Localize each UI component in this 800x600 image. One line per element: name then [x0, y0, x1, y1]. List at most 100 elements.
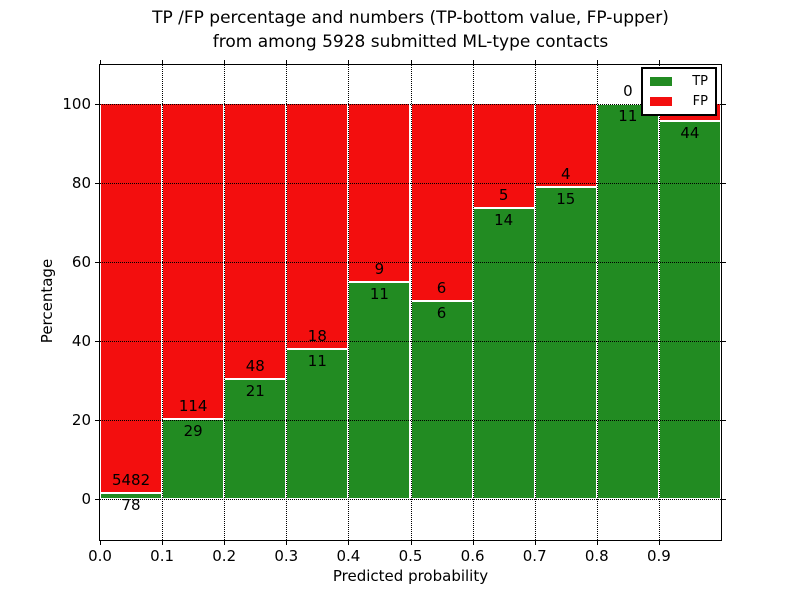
y-tick: [95, 419, 100, 421]
x-tick: [472, 540, 474, 545]
x-tick-label: 0.3: [274, 547, 299, 565]
fp-bar-segment: [410, 103, 473, 302]
x-tick: [596, 540, 598, 545]
x-tick-label: 0.0: [88, 547, 112, 565]
x-tick-top: [472, 60, 474, 65]
vertical-gridline: [162, 65, 164, 540]
y-tick-right: [721, 182, 726, 184]
y-tick-right: [721, 261, 726, 263]
tp-bar-segment: [100, 493, 163, 499]
tp-count-label: 21: [245, 381, 265, 400]
x-tick-top: [286, 60, 288, 65]
vertical-gridline: [224, 65, 226, 540]
tp-count-label: 44: [680, 123, 700, 142]
fp-count-label: 114: [178, 396, 208, 415]
x-tick-top: [596, 60, 598, 65]
x-tick: [224, 540, 226, 545]
tp-count-label: 15: [556, 189, 576, 208]
y-tick: [95, 103, 100, 105]
x-tick-top: [162, 60, 164, 65]
x-tick-top: [410, 60, 412, 65]
tp-count-label: 11: [618, 106, 638, 125]
fp-count-label: 6: [436, 279, 447, 298]
legend-item-tp: TP: [650, 75, 708, 88]
chart-title-line1: TP /FP percentage and numbers (TP-bottom…: [152, 8, 669, 28]
y-tick: [95, 261, 100, 263]
tp-bar-segment: [658, 120, 721, 499]
x-tick: [534, 540, 536, 545]
x-tick-label: 0.7: [522, 547, 547, 565]
fp-bar-segment: [534, 103, 597, 187]
x-tick-top: [100, 60, 101, 65]
x-tick-label: 0.2: [212, 547, 237, 565]
tp-count-label: 29: [183, 421, 203, 440]
y-tick-right: [721, 340, 726, 342]
x-tick: [100, 540, 101, 545]
fp-count-label: 4: [560, 164, 571, 183]
fp-count-label: 0: [623, 81, 633, 100]
y-tick-label: 100: [62, 94, 91, 113]
chart-title-line2: from among 5928 submitted ML-type contac…: [212, 32, 609, 52]
legend-item-fp: FP: [650, 95, 708, 108]
tp-count-label: 11: [307, 352, 327, 370]
tp-bar-segment: [162, 418, 225, 499]
legend: TP FP: [641, 67, 717, 116]
y-tick: [95, 182, 100, 184]
plot-area: TP FP 0.0 0.1 0.2 0.3 0.4 0.5 0.6 0.7 0.8 0.9 0 20 4…: [62, 60, 726, 565]
x-tick-label: 0.9: [646, 547, 671, 565]
y-tick-label: 40: [71, 331, 91, 350]
fp-bar-segment: [348, 103, 411, 282]
tp-count-label: 11: [369, 284, 389, 303]
x-tick: [162, 540, 164, 545]
y-tick-right: [721, 419, 726, 421]
x-tick-top: [534, 60, 536, 65]
x-tick-label: 0.6: [460, 547, 485, 565]
x-tick: [348, 540, 350, 545]
vertical-gridline: [286, 65, 288, 540]
y-tick-label: 60: [71, 252, 91, 271]
fp-bar-segment: [224, 103, 287, 379]
tp-bar-segment: [348, 281, 411, 499]
x-tick-top: [348, 60, 350, 65]
x-tick: [410, 540, 412, 545]
x-tick-label: 0.5: [398, 547, 423, 565]
fp-legend-label: FP: [692, 94, 708, 109]
tp-count-label: 6: [436, 304, 447, 323]
vertical-gridline: [596, 65, 598, 540]
vertical-gridline: [534, 65, 536, 540]
x-tick-label: 0.8: [584, 547, 609, 565]
x-axis-label: Predicted probability: [332, 567, 489, 585]
tp-bar-segment: [224, 378, 287, 499]
tp-bar-segment: [472, 207, 535, 499]
tp-bar-segment: [596, 103, 659, 499]
x-tick: [658, 540, 660, 545]
fp-count-label: 18: [307, 327, 327, 345]
tp-bar-segment: [410, 301, 473, 499]
tp-legend-swatch-icon: [650, 77, 672, 86]
y-tick-label: 0: [81, 489, 91, 508]
y-axis-label: Percentage: [38, 258, 56, 344]
fp-bar-segment: [286, 103, 349, 349]
tp-count-label: 14: [494, 210, 514, 229]
tp-count-label: 78: [121, 496, 141, 515]
y-tick-right: [721, 103, 726, 105]
y-tick-label: 20: [71, 410, 91, 429]
tp-bar-segment: [534, 186, 597, 499]
y-tick: [95, 498, 100, 500]
tp-legend-label: TP: [692, 74, 708, 89]
fp-count-label: 5: [498, 185, 509, 204]
fp-count-label: 9: [374, 259, 385, 278]
x-tick-top: [224, 60, 226, 65]
vertical-gridline: [472, 65, 474, 540]
x-tick-label: 0.1: [150, 547, 175, 565]
fp-legend-swatch-icon: [650, 97, 672, 106]
y-tick-label: 80: [71, 173, 91, 192]
fp-count-label: 48: [245, 356, 265, 375]
fp-count-label: 5482: [111, 471, 151, 490]
x-tick-top: [658, 60, 660, 65]
vertical-gridline: [348, 65, 350, 540]
tp-bar-segment: [286, 349, 349, 499]
y-tick-right: [721, 498, 726, 500]
chart-title: TP /FP percentage and numbers (TP-bottom…: [100, 6, 721, 54]
